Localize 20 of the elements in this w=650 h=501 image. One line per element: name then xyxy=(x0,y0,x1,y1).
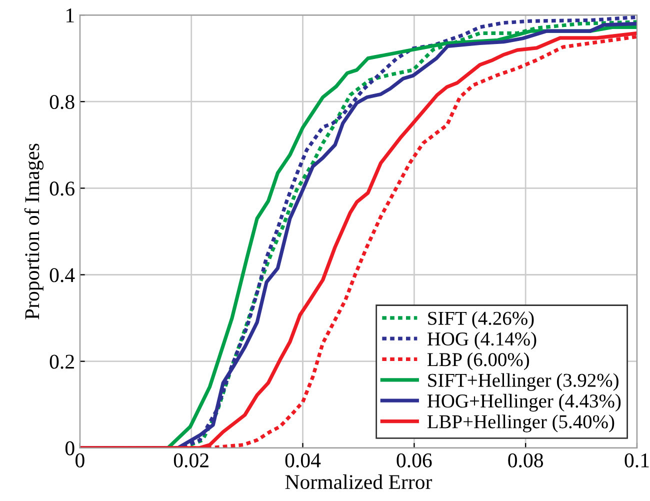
legend-label: HOG (4.14%) xyxy=(427,332,536,350)
x-tick-label: 0.08 xyxy=(508,453,544,468)
y-axis-title: Proportion of Images xyxy=(24,144,44,320)
x-axis-title: Normalized Error xyxy=(285,474,432,490)
y-tick-label: 0.6 xyxy=(50,182,74,196)
y-tick-label: 0.2 xyxy=(50,354,74,369)
x-tick-label: 0.02 xyxy=(174,453,208,468)
x-tick-label: 0 xyxy=(76,453,84,468)
legend-label: SIFT (4.26%) xyxy=(428,311,534,329)
x-tick-label: 0.04 xyxy=(285,453,321,468)
legend-label: SIFT+Hellinger (3.92%) xyxy=(428,373,618,391)
x-tick-label: 0.1 xyxy=(624,453,649,468)
legend-label: HOG+Hellinger (4.43%) xyxy=(427,394,621,412)
y-tick-label: 0.4 xyxy=(50,268,75,282)
y-tick-label: 0 xyxy=(65,441,74,456)
y-tick-label: 0.8 xyxy=(50,94,74,110)
y-tick-label: 1 xyxy=(66,8,74,22)
legend-label: LBP+Hellinger (5.40%) xyxy=(427,414,614,432)
x-tick-label: 0.06 xyxy=(396,453,432,468)
legend-label: LBP (6.00%) xyxy=(427,352,529,370)
